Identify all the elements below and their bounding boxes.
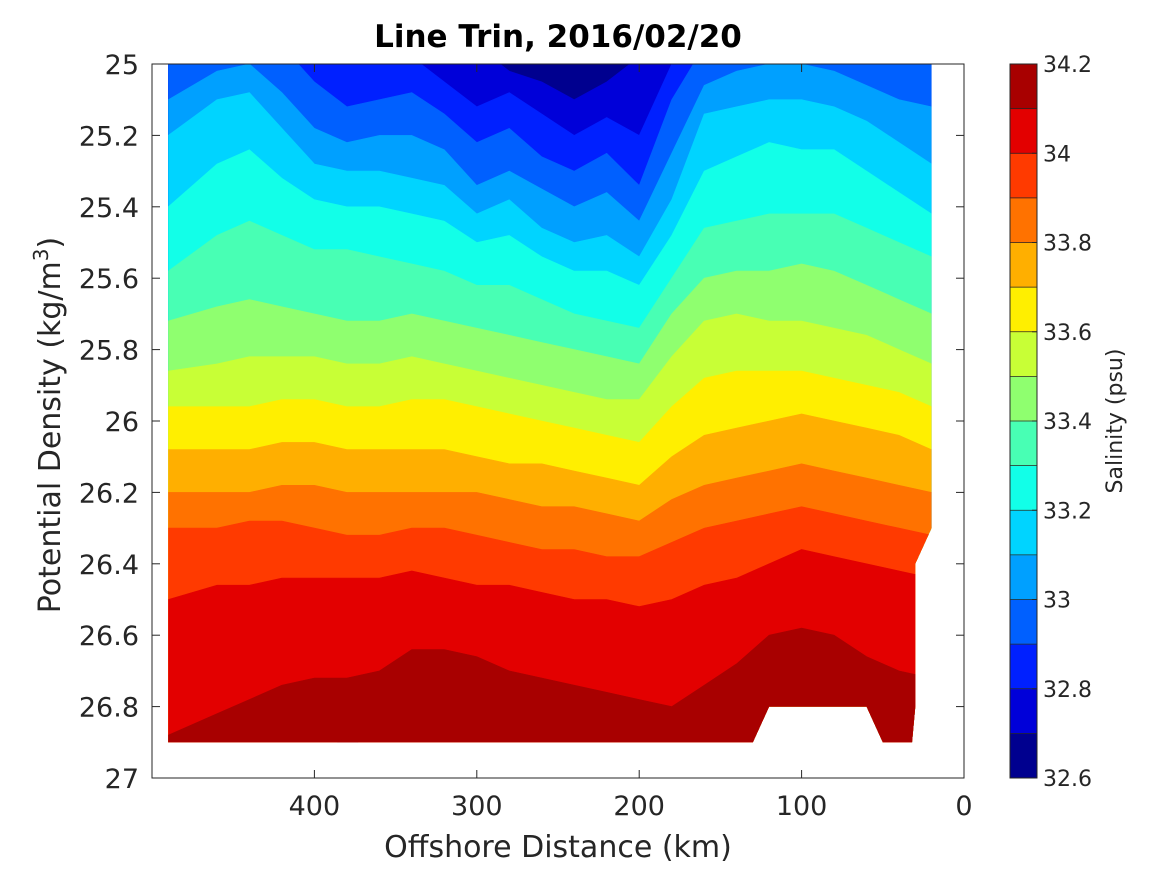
colorbar-swatch xyxy=(1010,331,1037,377)
colorbar-swatch xyxy=(1010,644,1037,690)
y-tick-label: 25 xyxy=(105,50,139,81)
colorbar-swatch xyxy=(1010,599,1037,645)
colorbar-tick-label: 32.6 xyxy=(1043,767,1092,792)
y-tick-label: 26.6 xyxy=(79,621,139,652)
y-tick-label: 25.4 xyxy=(79,193,139,224)
colorbar-ticks: 32.6 32.8 33 33.2 33.4 33.6 33.8 34 34.2 xyxy=(1032,53,1092,792)
plot-area xyxy=(152,64,964,778)
y-tick-label: 25.2 xyxy=(79,121,139,152)
x-tick-label: 0 xyxy=(955,791,972,822)
y-axis-label-main: Potential Density (kg/m xyxy=(33,261,68,613)
x-tick-label: 400 xyxy=(289,791,341,822)
colorbar-swatch xyxy=(1010,733,1037,779)
salinity-band-34.1 xyxy=(168,627,932,743)
colorbar-swatch xyxy=(1010,108,1037,154)
colorbar-swatch xyxy=(1010,421,1037,467)
colorbar-tick-label: 33.4 xyxy=(1043,410,1092,435)
colorbar-swatch xyxy=(1010,465,1037,511)
y-tick-label: 26.2 xyxy=(79,478,139,509)
y-tick-label: 26.8 xyxy=(79,693,139,724)
x-tick-label: 300 xyxy=(451,791,503,822)
y-axis-ticks: 25 25.2 25.4 25.6 25.8 26 26.2 26.4 26.6 26.8 27 xyxy=(79,50,964,795)
colorbar-tick-label: 33.8 xyxy=(1043,232,1092,257)
x-axis-ticks: 400 300 200 100 0 xyxy=(289,64,973,822)
y-tick-label: 26.4 xyxy=(79,550,139,581)
colorbar-tick-label: 33.2 xyxy=(1043,499,1092,524)
colorbar-swatch xyxy=(1010,153,1037,199)
colorbar-swatch xyxy=(1010,376,1037,422)
colorbar-label: Salinity (psu) xyxy=(1103,349,1128,494)
y-axis-label-close: ) xyxy=(33,237,68,249)
colorbar-swatch xyxy=(1010,688,1037,734)
salinity-contour-fills xyxy=(168,64,932,743)
y-axis-label-superscript: 3 xyxy=(29,248,53,261)
y-tick-label: 25.8 xyxy=(79,336,139,367)
chart-title: Line Trin, 2016/02/20 xyxy=(374,19,742,55)
colorbar-swatch xyxy=(1010,510,1037,556)
x-tick-label: 100 xyxy=(776,791,828,822)
colorbar-tick-label: 33.6 xyxy=(1043,321,1092,346)
colorbar-swatch xyxy=(1010,554,1037,600)
colorbar-tick-label: 32.8 xyxy=(1043,678,1092,703)
y-axis-label: Potential Density (kg/m3) xyxy=(29,237,68,613)
colorbar-swatch xyxy=(1010,197,1037,243)
colorbar-tick-label: 34.2 xyxy=(1043,53,1092,78)
colorbar-swatch xyxy=(1010,64,1037,110)
colorbar-swatch xyxy=(1010,242,1037,288)
y-tick-label: 25.6 xyxy=(79,264,139,295)
y-tick-label: 26 xyxy=(105,407,139,438)
colorbar-tick-label: 33 xyxy=(1043,589,1071,614)
colorbar-swatch xyxy=(1010,287,1037,333)
x-tick-label: 200 xyxy=(613,791,665,822)
y-tick-label: 27 xyxy=(105,764,139,795)
colorbar-tick-label: 34 xyxy=(1043,142,1071,167)
colorbar xyxy=(1010,64,1037,779)
x-axis-label: Offshore Distance (km) xyxy=(384,830,732,865)
